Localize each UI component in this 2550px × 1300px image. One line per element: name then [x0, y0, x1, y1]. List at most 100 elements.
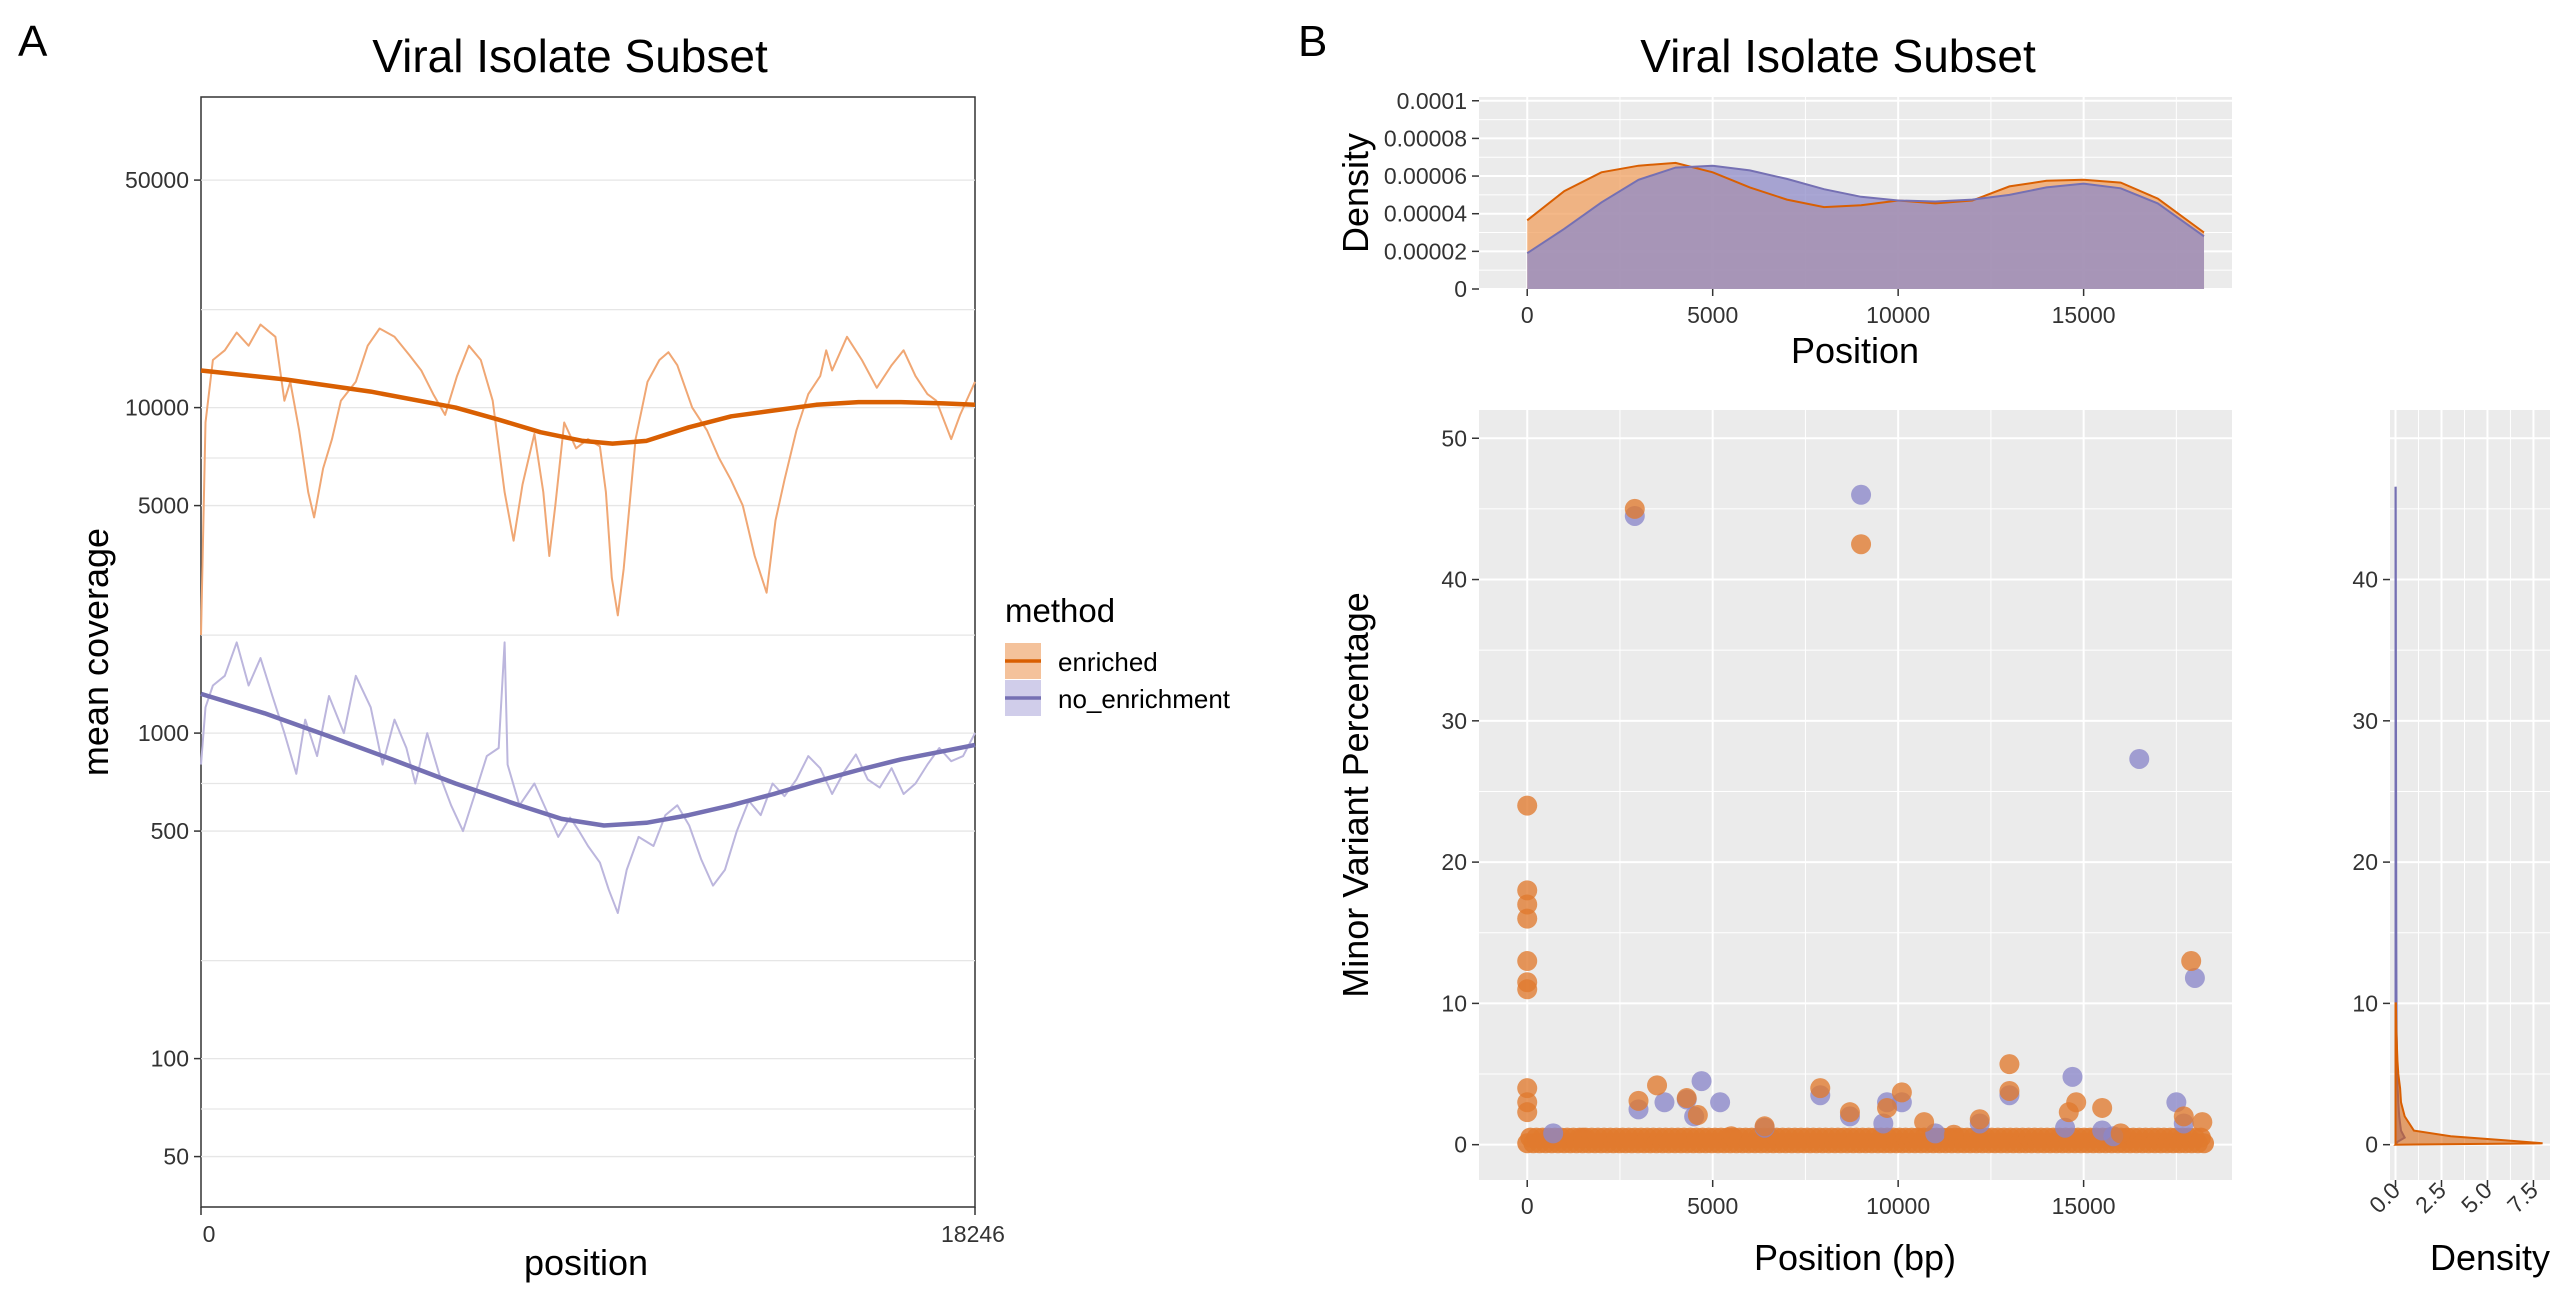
top-density-x-axis-label: Position	[1791, 330, 1919, 371]
scatter-point-enriched	[2066, 1092, 2087, 1113]
panel-a-y-tick-label: 5000	[138, 493, 189, 519]
scatter-point-no-enrichment	[1654, 1092, 1675, 1113]
scatter-point-enriched	[1914, 1112, 1935, 1133]
scatter-point-enriched	[1628, 1090, 1649, 1111]
scatter-point-enriched	[1517, 1102, 1538, 1123]
series-enriched-smooth-line	[200, 368, 976, 446]
side-density-y-ticks: 0 10 20 30 40	[2352, 567, 2390, 1158]
top-density-series	[1526, 161, 2205, 289]
side-density-area-enriched	[2393, 1002, 2543, 1146]
top-density-line-enriched	[1526, 161, 2205, 234]
top-density-y-ticks: 0 0.00002 0.00004 0.00006 0.00008 0.0001	[1384, 88, 1479, 302]
scatter-point-no-enrichment	[2062, 1066, 2083, 1087]
side-density-y-tick-label: 0	[2365, 1132, 2378, 1158]
scatter-point-enriched	[1877, 1097, 1898, 1118]
scatter-x-ticks: 0 5000 10000 15000	[1521, 1180, 2116, 1219]
scatter-point-enriched	[1517, 880, 1538, 901]
scatter-point-no-enrichment	[2184, 967, 2205, 988]
scatter-x-axis-label: Position (bp)	[1754, 1237, 1956, 1278]
scatter-y-tick-label: 50	[1441, 425, 1467, 451]
series-no-enrichment-raw-line	[200, 641, 976, 914]
scatter-y-tick-label: 30	[1441, 708, 1467, 734]
panel-a-title: Viral Isolate Subset	[372, 30, 768, 82]
panel-a-x-ticks: 0 18246	[200, 1207, 1005, 1247]
scatter-point-enriched	[1517, 951, 1538, 972]
scatter-point-no-enrichment	[1543, 1123, 1564, 1144]
side-density-x-axis-label: Density	[2430, 1237, 2550, 1278]
series-no-enrichment-smooth-line	[200, 691, 976, 828]
scatter-y-tick-label: 20	[1441, 849, 1467, 875]
scatter-point-enriched	[1999, 1054, 2020, 1075]
scatter-point-enriched	[2173, 1106, 2194, 1127]
legend-label-enriched: enriched	[1058, 647, 1158, 677]
scatter-x-tick-label: 10000	[1866, 1193, 1930, 1219]
panel-a-y-tick-label: 50000	[125, 167, 189, 193]
scatter-point-enriched	[1647, 1075, 1668, 1096]
scatter-point-enriched	[1810, 1078, 1831, 1099]
panel-a-letter: A	[18, 17, 48, 66]
panel-a-plot-area	[200, 96, 976, 1208]
side-density-plot-area	[2390, 410, 2550, 1180]
scatter-point-enriched	[1839, 1102, 1860, 1123]
scatter-point-enriched	[2181, 951, 2202, 972]
side-density-x-tick-label: 5.0	[2456, 1177, 2497, 1218]
panel-a-y-tick-label: 100	[151, 1046, 189, 1072]
scatter-plot-area	[1479, 410, 2232, 1180]
scatter-point-enriched	[1851, 534, 1872, 555]
scatter-point-enriched	[1624, 498, 1645, 519]
scatter-gridlines	[1479, 410, 2232, 1180]
top-density-y-axis-label: Density	[1335, 133, 1376, 253]
scatter-points	[1517, 484, 2215, 1154]
scatter-point-enriched	[1687, 1105, 1708, 1126]
side-density-y-tick-label: 30	[2352, 708, 2378, 734]
panel-a-y-ticks: 50 100 500 1000 5000 10000 50000	[125, 167, 201, 1170]
scatter-point-no-enrichment	[2129, 748, 2150, 769]
side-density-x-tick-label: 0.0	[2364, 1177, 2405, 1218]
side-density-x-ticks: 0.0 2.5 5.0 7.5	[2364, 1177, 2543, 1218]
scatter-point-enriched	[1517, 795, 1538, 816]
scatter-x-tick-label: 5000	[1687, 1193, 1738, 1219]
side-density-x-tick-label: 7.5	[2502, 1177, 2543, 1218]
scatter-point-no-enrichment	[1691, 1071, 1712, 1092]
top-density-y-tick-label: 0.00004	[1384, 201, 1467, 227]
legend-label-no-enrichment: no_enrichment	[1058, 684, 1231, 714]
scatter-point-enriched	[1676, 1088, 1697, 1109]
scatter-point-enriched	[1969, 1109, 1990, 1130]
scatter-point-enriched	[1891, 1082, 1912, 1103]
scatter-y-ticks: 0 10 20 30 40 50	[1441, 425, 1479, 1158]
legend-title: method	[1005, 592, 1115, 629]
scatter-point-no-enrichment	[1710, 1092, 1731, 1113]
scatter-y-tick-label: 40	[1441, 567, 1467, 593]
panel-a-gridlines	[201, 179, 975, 1158]
top-density-y-tick-label: 0.00002	[1384, 238, 1467, 264]
top-density-x-ticks: 0 5000 10000 15000	[1521, 289, 2116, 328]
side-density-y-tick-label: 10	[2352, 990, 2378, 1016]
panel-a-y-tick-label: 10000	[125, 395, 189, 421]
top-density-line-no-enrichment	[1526, 164, 2205, 255]
top-density-y-tick-label: 0.00006	[1384, 163, 1467, 189]
scatter-point-no-enrichment	[1851, 484, 1872, 505]
panel-a-y-tick-label: 50	[163, 1144, 189, 1170]
panel-a-series	[200, 323, 976, 914]
side-density-y-tick-label: 20	[2352, 849, 2378, 875]
scatter-point-enriched	[2092, 1097, 2113, 1118]
scatter-x-tick-label: 15000	[2052, 1193, 2116, 1219]
top-density-x-tick-label: 10000	[1866, 302, 1930, 328]
scatter-point-enriched	[2110, 1123, 2131, 1144]
scatter-point-enriched	[1572, 1127, 1593, 1148]
scatter-y-axis-label: Minor Variant Percentage	[1335, 592, 1376, 998]
side-density-y-tick-label: 40	[2352, 567, 2378, 593]
series-enriched-raw-line	[200, 323, 976, 636]
panel-a-y-tick-label: 500	[151, 818, 189, 844]
panel-a-x-tick-label: 0	[203, 1221, 216, 1247]
scatter-point-enriched	[1721, 1126, 1742, 1147]
scatter-point-enriched	[1754, 1116, 1775, 1137]
scatter-point-enriched	[2194, 1133, 2215, 1154]
top-density-y-tick-label: 0.00008	[1384, 125, 1467, 151]
side-density-x-tick-label: 2.5	[2410, 1177, 2451, 1218]
panel-b-letter: B	[1298, 17, 1327, 66]
top-density-area-no-enrichment	[1527, 165, 2205, 289]
scatter-point-enriched	[1517, 1078, 1538, 1099]
top-density-y-tick-label: 0	[1454, 276, 1467, 302]
scatter-point-no-enrichment	[1873, 1113, 1894, 1134]
